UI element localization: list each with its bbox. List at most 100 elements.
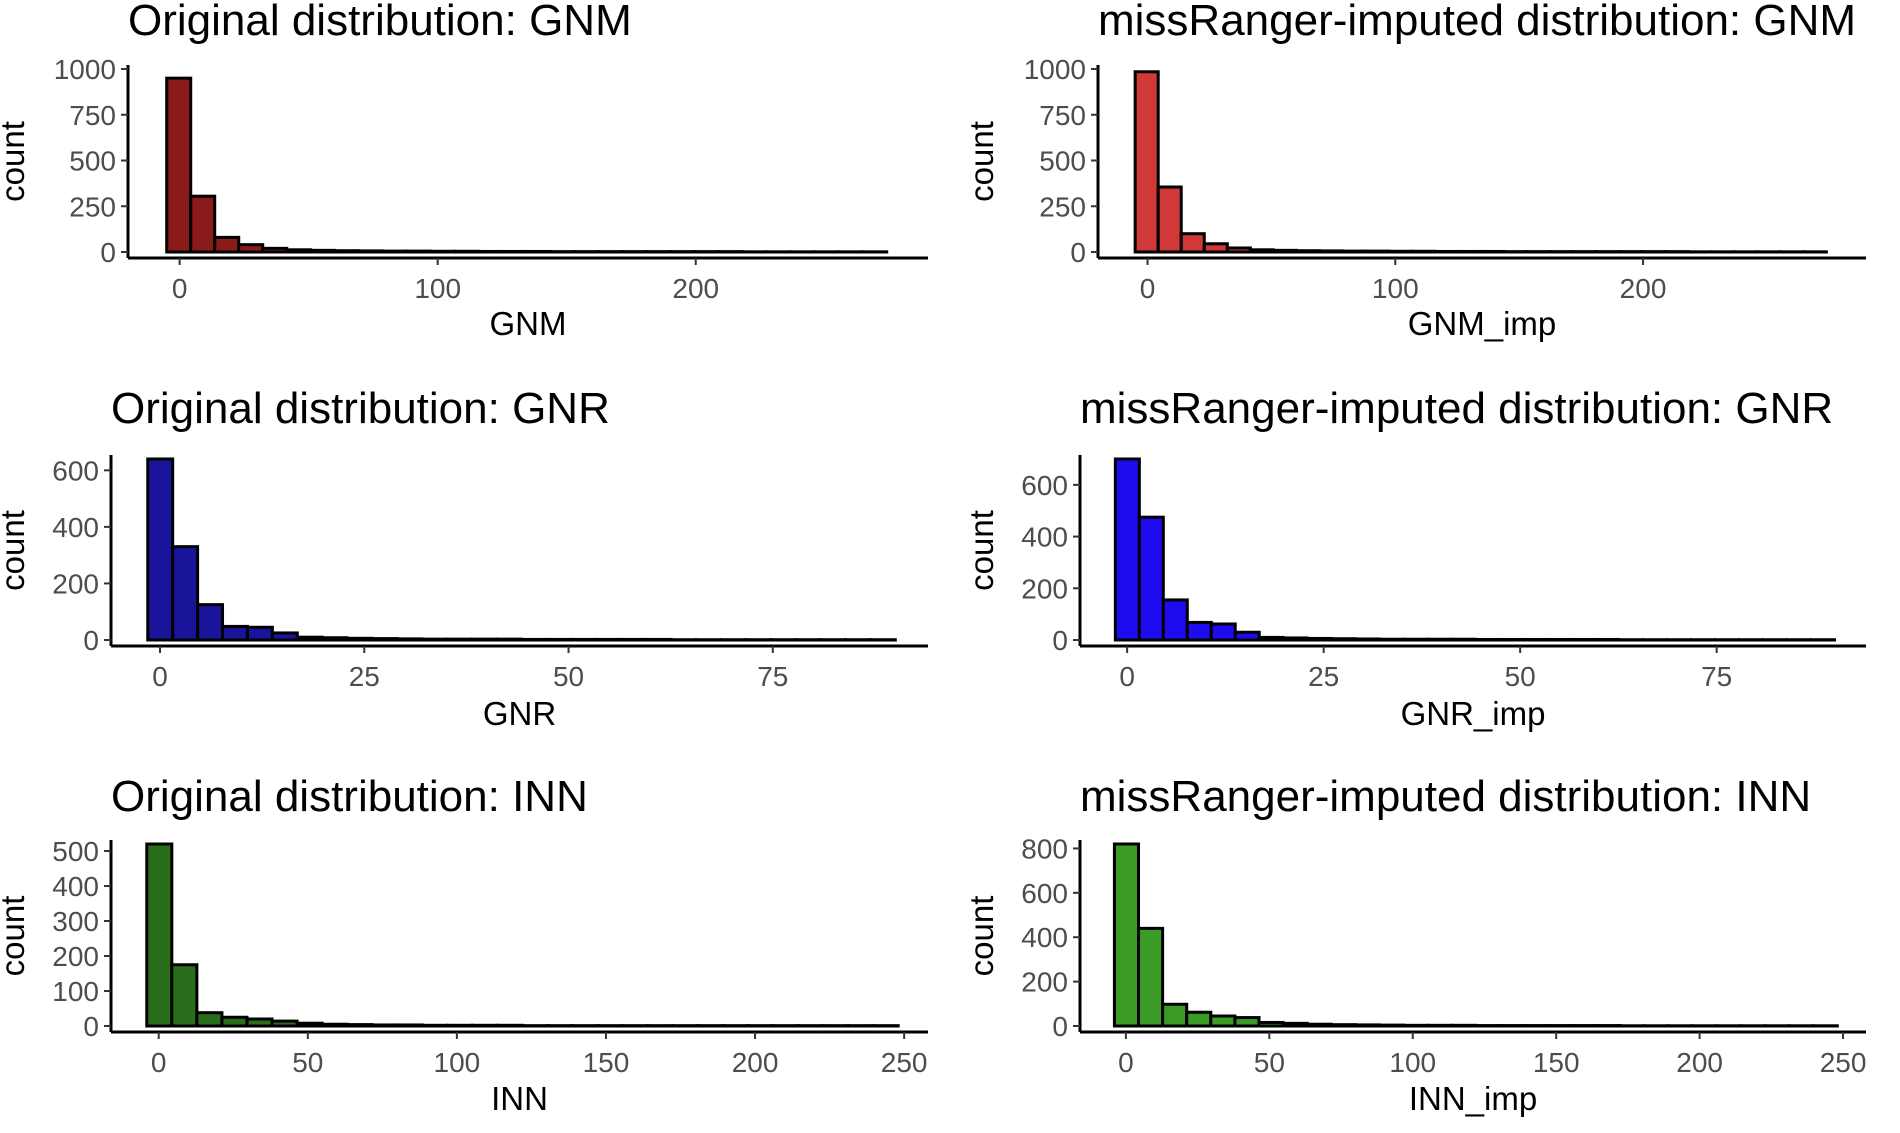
x-tick-label: 25 — [349, 661, 380, 692]
y-axis-title: count — [963, 510, 1000, 591]
histogram-bar — [261, 246, 289, 254]
histogram-bar — [333, 249, 361, 254]
x-tick-label: 200 — [1676, 1047, 1723, 1078]
histogram-bar — [405, 249, 433, 254]
histogram-bar — [1257, 635, 1285, 642]
x-tick-label: 0 — [1119, 661, 1135, 692]
histogram-bar — [1209, 622, 1237, 642]
y-tick-label: 0 — [1070, 237, 1086, 268]
y-tick-label: 0 — [83, 1011, 99, 1042]
x-tick-label: 0 — [1140, 273, 1156, 304]
histogram-bar — [270, 631, 299, 642]
y-tick-label: 1000 — [54, 54, 116, 85]
histogram-bar — [395, 637, 424, 642]
y-tick-label: 1000 — [1024, 54, 1086, 85]
x-tick-label: 200 — [1620, 273, 1667, 304]
histogram-bar — [1161, 598, 1189, 642]
histogram-bar — [1248, 248, 1275, 254]
y-tick-label: 600 — [1021, 878, 1068, 909]
histogram-bar — [429, 249, 457, 254]
y-tick-label: 750 — [69, 100, 116, 131]
histogram-bar — [1137, 926, 1165, 1028]
histogram-bar — [1329, 637, 1357, 642]
histogram-bar — [1233, 630, 1261, 642]
histogram-bar — [470, 1023, 499, 1028]
histogram-bar — [569, 637, 598, 642]
histogram-bar — [470, 637, 499, 642]
y-tick-label: 600 — [52, 455, 99, 486]
histogram-bar — [1271, 248, 1298, 254]
histogram-bar — [220, 1015, 249, 1028]
x-tick-label: 150 — [583, 1047, 630, 1078]
chart-title: Original distribution: GNR — [111, 384, 610, 433]
x-tick-label: 100 — [1372, 273, 1419, 304]
histogram-bar — [1426, 1023, 1454, 1028]
histogram-bar — [370, 1023, 399, 1028]
chart-title: Original distribution: INN — [111, 772, 588, 821]
histogram-bar — [1209, 1014, 1237, 1028]
x-tick-label: 200 — [732, 1047, 779, 1078]
y-tick-label: 300 — [52, 906, 99, 937]
panel-4: missRanger-imputed distribution: GNR 0 200… — [963, 384, 1866, 732]
histogram-bar — [445, 1023, 474, 1028]
histogram-bar — [420, 637, 449, 642]
x-tick-label: 200 — [672, 273, 719, 304]
y-tick-label: 400 — [52, 871, 99, 902]
x-tick-label: 250 — [881, 1047, 928, 1078]
y-axis-title: count — [0, 121, 31, 202]
histogram-bar — [145, 842, 174, 1028]
x-tick-label: 50 — [553, 661, 584, 692]
histogram-bar — [237, 243, 265, 254]
x-axis-title: INN_imp — [1409, 1080, 1537, 1117]
y-tick-label: 400 — [52, 512, 99, 543]
histogram-bar — [1161, 1002, 1189, 1028]
histogram-bar — [245, 625, 274, 642]
histogram-bar — [1479, 249, 1506, 254]
histogram-bar — [1410, 249, 1437, 254]
x-tick-label: 0 — [152, 661, 168, 692]
histogram-bar — [270, 1019, 299, 1028]
histogram-bar — [1449, 637, 1477, 642]
histogram-bar — [594, 637, 623, 642]
x-axis-title: INN — [491, 1080, 548, 1117]
y-axis-title: count — [0, 896, 31, 977]
x-tick-label: 100 — [434, 1047, 481, 1078]
y-axis-title: count — [963, 121, 1000, 202]
y-tick-label: 200 — [52, 568, 99, 599]
y-tick-label: 400 — [1021, 922, 1068, 953]
y-tick-label: 500 — [69, 146, 116, 177]
histogram-bar — [345, 1023, 374, 1028]
histogram-bar — [420, 1023, 449, 1028]
x-axis-title: GNR_imp — [1401, 695, 1546, 732]
histogram-bar — [1185, 1010, 1213, 1028]
y-tick-label: 800 — [1021, 833, 1068, 864]
x-tick-label: 100 — [414, 273, 461, 304]
y-tick-label: 200 — [52, 941, 99, 972]
histogram-bar — [495, 637, 524, 642]
histogram-bar — [196, 603, 225, 642]
histogram-bar — [189, 194, 217, 254]
histogram-bar — [1545, 637, 1573, 642]
histogram-bar — [1364, 249, 1391, 254]
histogram-bar — [544, 637, 573, 642]
panel-3: Original distribution: GNR 0 200 400 600 0 25 5… — [0, 384, 928, 732]
y-tick-label: 0 — [100, 237, 116, 268]
histogram-bar — [309, 248, 337, 254]
histogram-bar — [1233, 1016, 1261, 1028]
histogram-bar — [520, 637, 548, 642]
histogram-bar — [1456, 249, 1483, 254]
histogram-bar — [1257, 1020, 1285, 1028]
histogram-bar — [453, 249, 481, 254]
histogram-bar — [445, 637, 474, 642]
x-tick-label: 75 — [1701, 661, 1732, 692]
histogram-bar — [345, 636, 374, 642]
histogram-bar — [1569, 637, 1597, 642]
histogram-bar — [370, 637, 399, 642]
histogram-bar — [1353, 1023, 1381, 1028]
chart-title: missRanger-imputed distribution: GNM — [1098, 0, 1856, 45]
x-tick-label: 0 — [151, 1047, 167, 1078]
histogram-bar — [1317, 249, 1345, 254]
x-tick-label: 50 — [1254, 1047, 1285, 1078]
histogram-bar — [171, 545, 200, 642]
